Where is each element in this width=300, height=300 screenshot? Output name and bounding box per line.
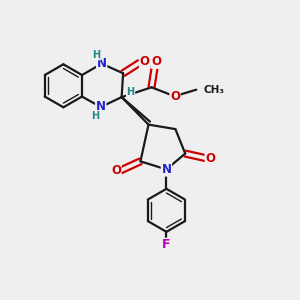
Text: O: O	[152, 55, 162, 68]
Text: O: O	[140, 55, 150, 68]
Text: O: O	[205, 152, 215, 165]
Text: H: H	[92, 50, 100, 60]
Text: O: O	[170, 90, 180, 103]
Text: F: F	[162, 238, 171, 251]
Text: N: N	[96, 100, 106, 113]
Text: H: H	[127, 87, 135, 97]
Text: H: H	[91, 111, 99, 121]
Text: CH₃: CH₃	[204, 85, 225, 95]
Text: N: N	[97, 57, 106, 70]
Text: N: N	[161, 163, 171, 176]
Text: O: O	[111, 164, 121, 177]
